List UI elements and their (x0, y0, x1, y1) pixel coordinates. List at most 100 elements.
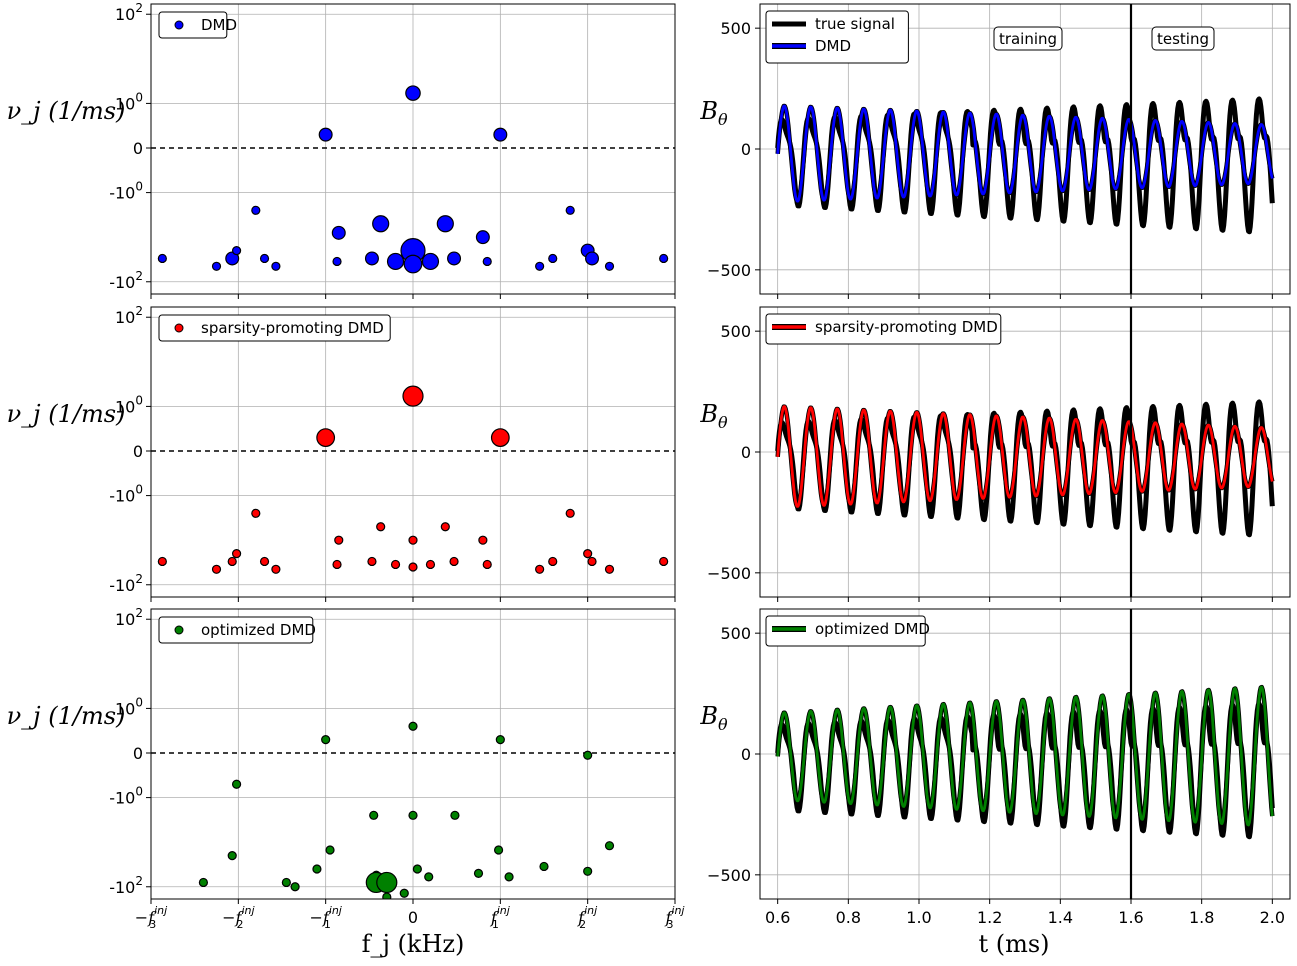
data-point (504, 872, 514, 882)
y-tick-label: −500 (707, 564, 751, 583)
y-tick-label: 102 (115, 1, 143, 24)
time-panels: 500 0 −500 true signal DMD Bθ 500 0 −500 sparsity… (699, 3, 1291, 927)
data-point (271, 261, 281, 271)
testing-annotation: testing (1151, 26, 1215, 51)
x-tick-label: 1.8 (1189, 908, 1214, 927)
legend-marker (174, 20, 184, 30)
data-point (539, 861, 549, 872)
data-point (495, 735, 505, 745)
y-tick-label: 100 (115, 90, 143, 113)
data-point (321, 735, 331, 745)
time-x-axis-label: t (ms) (978, 930, 1049, 958)
data-point (447, 251, 462, 266)
y-tick-label: 0 (133, 442, 143, 461)
legend-box (158, 616, 314, 644)
y-tick-label: −500 (707, 866, 751, 885)
y-tick-label: -102 (109, 572, 143, 595)
y-tick-label: -100 (109, 483, 143, 506)
data-point (332, 559, 342, 570)
y-tick-label: 500 (720, 322, 751, 341)
data-point (331, 225, 346, 240)
lines (775, 684, 1275, 840)
data-point (482, 559, 492, 570)
x-tick-label: finj 2 (577, 904, 598, 931)
y-tick-label: 0 (133, 139, 143, 158)
data-point (449, 556, 459, 567)
data-point (425, 559, 436, 570)
data-point (450, 810, 460, 820)
data-point (369, 810, 379, 820)
data-point (424, 872, 434, 882)
y-axis-label: ν_j (1/ms) (7, 97, 126, 125)
y-tick-label: -102 (109, 269, 143, 292)
data-point (316, 428, 336, 448)
data-point (259, 556, 270, 567)
data-point (408, 721, 418, 731)
time-panel-3: 500 0 −500 0.6 0.8 1.0 1.2 1.4 1.6 1.8 2.0 optimize… (699, 608, 1291, 927)
data-point (259, 253, 270, 264)
y-tick-label: 500 (720, 19, 751, 38)
axes-frame (150, 3, 676, 295)
time-panel-2: 500 0 −500 sparsity-promoting DMD Bθ (699, 306, 1291, 602)
y-tick-label: -102 (109, 874, 143, 897)
points (198, 721, 615, 899)
x-tick-label: 1.6 (1118, 908, 1143, 927)
data-point (211, 261, 222, 271)
data-point (535, 564, 545, 574)
data-point (548, 253, 558, 264)
data-point (376, 522, 386, 532)
legend-label: true signal (815, 15, 895, 33)
data-point (490, 428, 510, 448)
x-tick-label: finj 1 (490, 904, 511, 931)
data-point (334, 535, 344, 545)
data-point (604, 564, 615, 574)
data-point (211, 564, 222, 574)
axes-frame (150, 306, 676, 598)
x-tick-label: 1.4 (1048, 908, 1073, 927)
legend-box (765, 313, 1002, 345)
data-point (408, 535, 418, 545)
data-point (281, 877, 291, 888)
legend-marker (174, 625, 184, 635)
data-point (271, 564, 281, 574)
y-tick-label: −500 (707, 261, 751, 280)
data-point (312, 864, 322, 874)
x-tick-label: 0 (408, 908, 418, 927)
y-tick-label: 102 (115, 304, 143, 327)
data-point (402, 385, 424, 407)
data-point (251, 508, 261, 518)
data-point (475, 230, 490, 245)
svg-text:training: training (999, 30, 1057, 48)
y-tick-label: 100 (115, 695, 143, 718)
axes-frame (759, 608, 1291, 900)
data-point (372, 215, 390, 233)
y-tick-label: 102 (115, 606, 143, 629)
data-point (225, 251, 240, 266)
points (157, 85, 669, 274)
data-point (482, 256, 492, 267)
x-tick-label: −finj 1 (309, 904, 342, 931)
data-point (535, 261, 545, 271)
data-point (408, 562, 418, 572)
y-tick-label: -100 (109, 180, 143, 203)
legend-label: optimized DMD (815, 620, 930, 638)
data-point (478, 535, 488, 545)
x-tick-label: 0.6 (765, 908, 790, 927)
data-point (390, 559, 401, 570)
data-point (583, 549, 593, 559)
data-point (157, 556, 167, 567)
y-axis-label: Bθ (699, 400, 728, 432)
y-axis-label: Bθ (699, 702, 728, 734)
data-point (585, 251, 600, 266)
data-point (364, 251, 379, 266)
y-axis-label: ν_j (1/ms) (7, 400, 126, 428)
data-point (318, 127, 333, 142)
training-annotation: training (993, 26, 1063, 51)
data-point (659, 253, 669, 264)
data-point (227, 556, 237, 567)
data-point (157, 253, 167, 264)
time-panel-1: 500 0 −500 true signal DMD Bθ (699, 3, 1291, 299)
legend-label: optimized DMD (201, 621, 316, 639)
data-point (583, 750, 593, 760)
